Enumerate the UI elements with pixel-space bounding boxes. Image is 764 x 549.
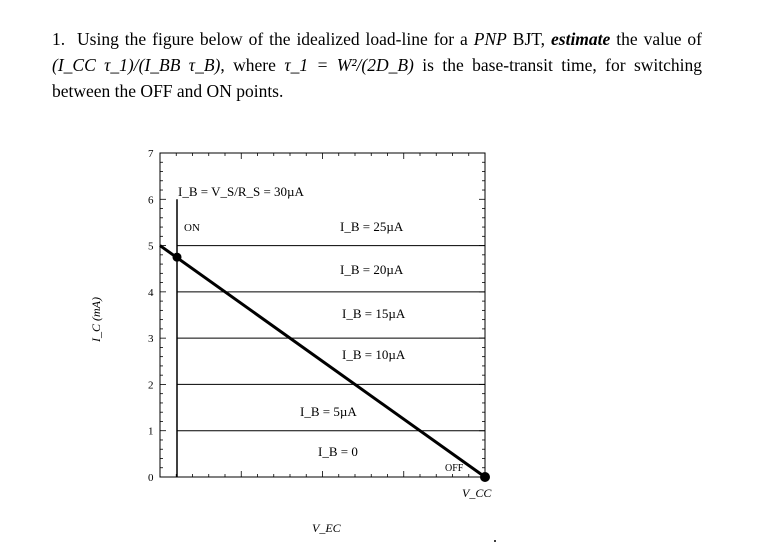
- y-tick-label: 3: [148, 333, 154, 345]
- y-tick-label: 2: [148, 379, 154, 391]
- on-point: [172, 252, 182, 262]
- y-tick-label: 4: [148, 287, 154, 299]
- ratio-formula: (I_CC τ_1)/(I_BB τ_B): [52, 55, 221, 75]
- ib-20-label: I_B = 20µA: [340, 262, 404, 277]
- plot-frame: [159, 152, 486, 478]
- vcc-label: V_CC: [462, 486, 492, 500]
- stray-dot: [494, 540, 496, 542]
- y-tick-label: 6: [148, 194, 154, 206]
- y-tick-label: 0: [148, 472, 154, 484]
- y-tick-label: 7: [148, 148, 154, 160]
- load-line: [159, 244, 486, 479]
- on-label: ON: [184, 222, 200, 234]
- y-tick-label: 5: [148, 241, 154, 253]
- y-tick-label: 1: [148, 426, 154, 438]
- ib-10-label: I_B = 10µA: [342, 347, 406, 362]
- ib-source-label: I_B = V_S/R_S = 30µA: [178, 184, 305, 199]
- x-axis-label: V_EC: [312, 521, 342, 535]
- ib-0-label: I_B = 0: [318, 444, 358, 459]
- question-text: 1. Using the figure below of the idealiz…: [52, 29, 703, 101]
- y-axis-label: I_C (mA): [89, 297, 103, 343]
- off-label: OFF: [445, 463, 464, 474]
- ib-15-label: I_B = 15µA: [342, 306, 406, 321]
- ib-5-label: I_B = 5µA: [300, 404, 357, 419]
- tau-definition: τ_1 = W²/(2D_B): [284, 55, 414, 75]
- off-point: [480, 472, 490, 482]
- ib-25-label: I_B = 25µA: [340, 219, 404, 234]
